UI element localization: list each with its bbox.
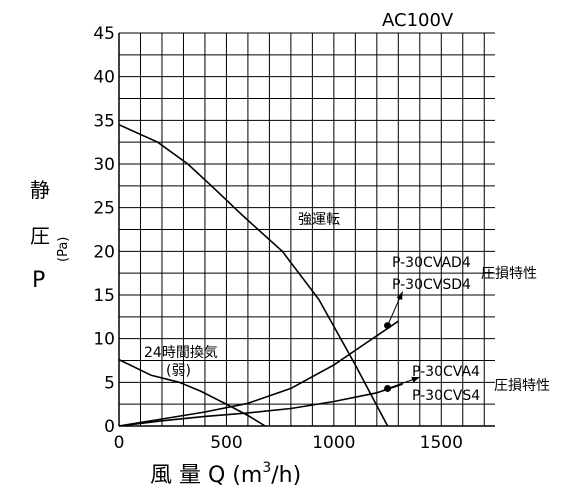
y-tick-label: 0: [104, 417, 115, 437]
y-tick-label: 30: [93, 155, 115, 175]
y-tick-label: 20: [93, 242, 115, 262]
series-line-1: [118, 358, 266, 427]
ylabel-kanji-top: 静: [30, 178, 50, 202]
y-tick-label: 10: [93, 330, 115, 350]
ylabel-unit: (Pa): [56, 237, 71, 262]
ylabel-kanji-mid: 圧: [30, 224, 50, 248]
series-line-0: [118, 123, 389, 427]
tick-labels: 0 5 10 15 20 25 30 35 40 45 0 500 1000 1500: [93, 24, 463, 453]
chart-title: AC100V: [382, 10, 454, 31]
y-tick-label: 15: [93, 286, 115, 306]
axes: [118, 33, 495, 427]
model-label-d2: P-30CVSD4: [392, 277, 471, 293]
xlabel-sup: 3: [262, 460, 271, 476]
x-tick-label: 1500: [420, 433, 463, 453]
xlabel-main: 風 量 Q (m: [150, 463, 262, 488]
series-label-weak-line1: 24時間換気: [144, 345, 218, 361]
series-label-strong: 強運転: [298, 212, 340, 228]
x-tick-label: 500: [210, 433, 242, 453]
x-tick-label: 1000: [312, 433, 355, 453]
model-label-d-suffix: 圧損特性: [481, 266, 537, 282]
model-label-suffix: 圧損特性: [494, 378, 550, 394]
series-label-weak-line2: (弱): [166, 363, 191, 379]
y-tick-label: 25: [93, 199, 115, 219]
leader-arrowhead: [396, 291, 403, 300]
ylabel-letter: P: [32, 268, 45, 293]
y-tick-label: 40: [93, 68, 115, 88]
model-label-d1: P-30CVAD4: [392, 255, 471, 271]
y-tick-label: 5: [104, 373, 115, 393]
y-tick-label: 35: [93, 111, 115, 131]
grid: [118, 32, 495, 427]
xlabel: 風 量 Q (m3/h): [150, 460, 301, 488]
leader-arrowhead: [411, 376, 420, 383]
series-line-2: [118, 320, 399, 427]
series: [118, 123, 403, 427]
y-tick-label: 45: [93, 24, 115, 44]
x-tick-label: 0: [114, 433, 125, 453]
operating-point-marker: [384, 384, 392, 392]
model-label-2: P-30CVS4: [412, 388, 480, 404]
annotations: AC100V 静 圧 P (Pa) 風 量 Q (m3/h) 強運転 24時間換…: [30, 10, 550, 488]
xlabel-tail: /h): [271, 463, 301, 488]
model-label-1: P-30CVA4: [412, 364, 480, 380]
series-line-3: [118, 383, 403, 427]
operating-point-marker: [384, 322, 392, 330]
